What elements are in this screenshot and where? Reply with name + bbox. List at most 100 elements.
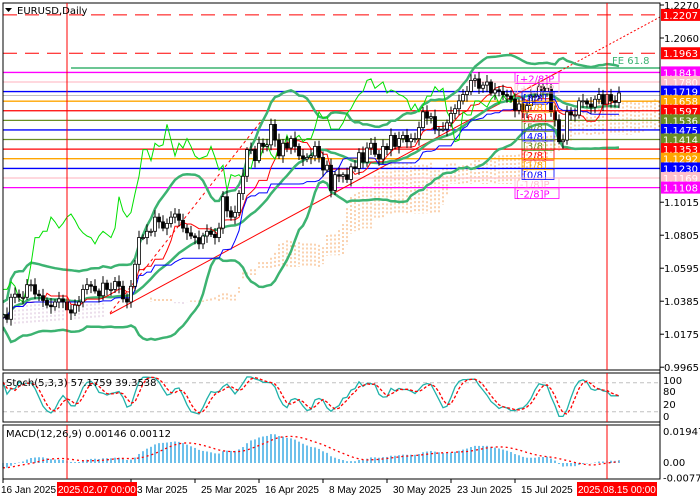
candle[interactable]: [393, 132, 397, 150]
candle[interactable]: [441, 122, 445, 132]
candle[interactable]: [49, 298, 53, 314]
candle[interactable]: [317, 140, 321, 163]
candle[interactable]: [553, 105, 557, 127]
candle[interactable]: [45, 297, 49, 309]
candle[interactable]: [333, 171, 337, 195]
candle[interactable]: [493, 82, 497, 100]
candle[interactable]: [181, 213, 185, 233]
candle[interactable]: [17, 289, 21, 302]
candle[interactable]: [105, 279, 109, 296]
candle[interactable]: [97, 288, 101, 303]
candle[interactable]: [197, 230, 201, 250]
candle[interactable]: [577, 97, 581, 119]
candle[interactable]: [409, 133, 413, 148]
candle[interactable]: [365, 142, 369, 167]
candle[interactable]: [257, 136, 261, 164]
candle[interactable]: [469, 74, 473, 96]
candle[interactable]: [609, 88, 613, 108]
candle[interactable]: [29, 279, 33, 292]
candle[interactable]: [261, 138, 265, 154]
candle[interactable]: [465, 85, 469, 102]
candle[interactable]: [125, 293, 129, 309]
candle[interactable]: [389, 128, 393, 157]
candle[interactable]: [489, 79, 493, 96]
candle[interactable]: [193, 233, 197, 245]
candle[interactable]: [405, 128, 409, 148]
candle[interactable]: [353, 160, 357, 173]
candle[interactable]: [501, 84, 505, 100]
candle[interactable]: [217, 222, 221, 243]
candle[interactable]: [613, 95, 617, 108]
candle[interactable]: [281, 139, 285, 163]
candle[interactable]: [569, 107, 573, 121]
candle[interactable]: [421, 106, 425, 131]
candle[interactable]: [101, 276, 105, 301]
triangle-down-icon[interactable]: [5, 8, 12, 12]
candle[interactable]: [245, 147, 249, 183]
candle[interactable]: [13, 287, 17, 304]
candle[interactable]: [313, 141, 317, 162]
candle[interactable]: [269, 118, 273, 151]
candle[interactable]: [9, 293, 13, 326]
candle[interactable]: [5, 307, 9, 323]
candle[interactable]: [429, 112, 433, 124]
candle[interactable]: [213, 228, 217, 245]
candle[interactable]: [277, 133, 281, 159]
main-price-panel[interactable]: FE 61.8 [+2/8]P[+1/8]P[8/8][7/8][6/8][5/8…: [0, 14, 660, 344]
candle[interactable]: [121, 280, 125, 303]
candle[interactable]: [41, 288, 45, 308]
candle[interactable]: [237, 190, 241, 217]
candle[interactable]: [457, 94, 461, 116]
candle[interactable]: [413, 132, 417, 143]
candle[interactable]: [133, 259, 137, 291]
candle[interactable]: [369, 137, 373, 155]
candle[interactable]: [81, 284, 85, 308]
candle[interactable]: [221, 191, 225, 234]
candle[interactable]: [425, 105, 429, 125]
candle[interactable]: [517, 98, 521, 115]
candle[interactable]: [185, 224, 189, 240]
stochastic-panel[interactable]: [2, 376, 660, 418]
candle[interactable]: [265, 138, 269, 152]
candle[interactable]: [73, 299, 77, 317]
candle[interactable]: [85, 278, 89, 295]
candle[interactable]: [113, 277, 117, 294]
candle[interactable]: [397, 131, 401, 154]
candle[interactable]: [2, 312, 5, 325]
candle[interactable]: [273, 119, 277, 147]
candle[interactable]: [169, 211, 173, 228]
candle[interactable]: [249, 142, 253, 155]
candle[interactable]: [361, 146, 365, 168]
candle[interactable]: [141, 234, 145, 241]
candle[interactable]: [153, 210, 157, 237]
candle[interactable]: [297, 143, 301, 160]
candle[interactable]: [137, 230, 141, 272]
candle[interactable]: [349, 163, 353, 187]
candle[interactable]: [417, 121, 421, 146]
candle[interactable]: [61, 294, 65, 309]
candle[interactable]: [201, 232, 205, 249]
candle[interactable]: [381, 139, 385, 164]
candle[interactable]: [57, 291, 61, 309]
candle[interactable]: [497, 86, 501, 97]
candle[interactable]: [321, 151, 325, 177]
candle[interactable]: [341, 172, 345, 183]
candle[interactable]: [485, 74, 489, 93]
candle[interactable]: [401, 131, 405, 143]
candle[interactable]: [205, 224, 209, 243]
candle[interactable]: [209, 226, 213, 238]
candle[interactable]: [357, 148, 361, 175]
candle[interactable]: [145, 224, 149, 245]
candle[interactable]: [377, 149, 381, 166]
candle[interactable]: [433, 109, 437, 135]
candle[interactable]: [229, 206, 233, 221]
candle[interactable]: [173, 208, 177, 224]
candle[interactable]: [513, 93, 517, 118]
candle[interactable]: [329, 158, 333, 198]
candle[interactable]: [573, 108, 577, 122]
candle[interactable]: [233, 205, 237, 225]
candle[interactable]: [93, 279, 97, 294]
candle[interactable]: [77, 295, 81, 312]
candle[interactable]: [189, 225, 193, 240]
